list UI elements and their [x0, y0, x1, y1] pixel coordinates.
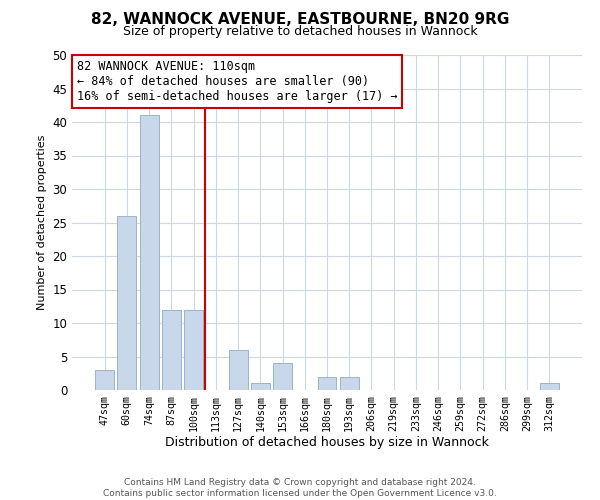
Text: 82, WANNOCK AVENUE, EASTBOURNE, BN20 9RG: 82, WANNOCK AVENUE, EASTBOURNE, BN20 9RG [91, 12, 509, 28]
Text: Contains HM Land Registry data © Crown copyright and database right 2024.
Contai: Contains HM Land Registry data © Crown c… [103, 478, 497, 498]
Y-axis label: Number of detached properties: Number of detached properties [37, 135, 47, 310]
Bar [317, 376, 337, 390]
Bar [273, 363, 292, 390]
Bar [184, 310, 203, 390]
Bar [118, 216, 136, 390]
Text: 82 WANNOCK AVENUE: 110sqm
← 84% of detached houses are smaller (90)
16% of semi-: 82 WANNOCK AVENUE: 110sqm ← 84% of detac… [77, 60, 398, 103]
Bar [540, 384, 559, 390]
X-axis label: Distribution of detached houses by size in Wannock: Distribution of detached houses by size … [165, 436, 489, 450]
Bar [340, 376, 359, 390]
Bar [140, 116, 158, 390]
Bar [95, 370, 114, 390]
Bar [229, 350, 248, 390]
Bar [162, 310, 181, 390]
Bar [251, 384, 270, 390]
Text: Size of property relative to detached houses in Wannock: Size of property relative to detached ho… [122, 25, 478, 38]
